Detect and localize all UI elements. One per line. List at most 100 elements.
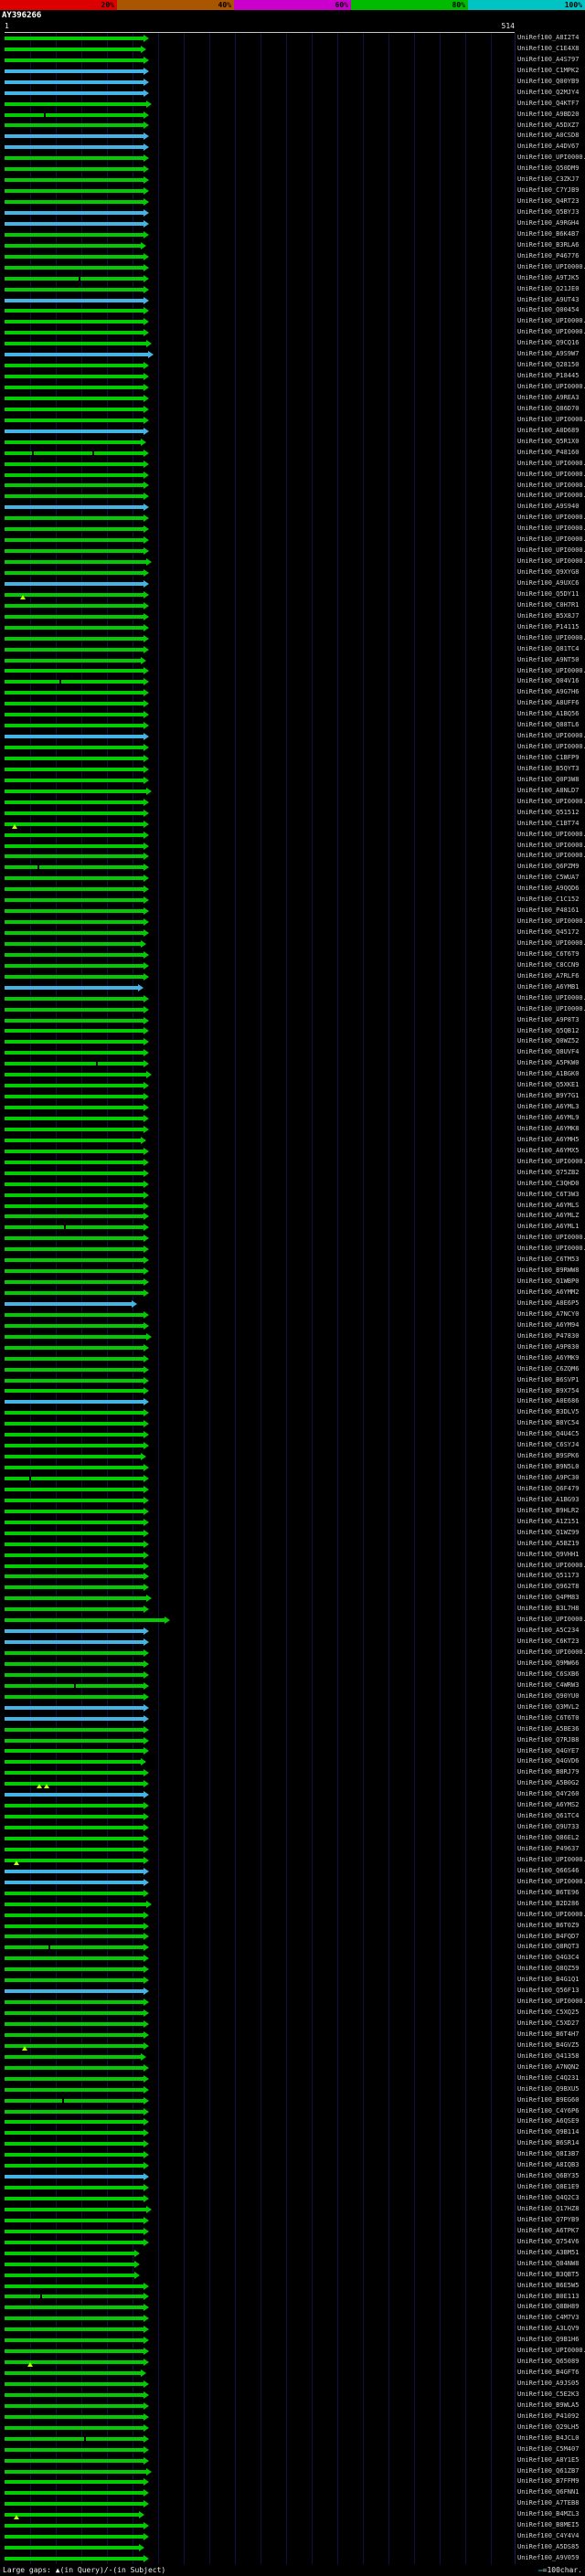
hit-label[interactable]: UniRef100_C4Y6P6: [517, 2106, 580, 2115]
hit-bar[interactable]: [5, 1651, 144, 1656]
hit-bar[interactable]: [5, 2360, 144, 2365]
hit-label[interactable]: UniRef100_C0H7R1: [517, 600, 580, 609]
hit-label[interactable]: UniRef100_A9PC30: [517, 1474, 580, 1482]
hit-label[interactable]: UniRef100_A9S9W7: [517, 350, 580, 358]
hit-bar[interactable]: [5, 691, 144, 695]
hit-label[interactable]: UniRef100_UPI0000...: [517, 743, 585, 751]
hit-bar[interactable]: [5, 2218, 144, 2222]
hit-label[interactable]: UniRef100_UPI0000...: [517, 852, 585, 860]
hit-bar[interactable]: [5, 375, 144, 379]
hit-bar[interactable]: [5, 952, 144, 957]
hit-bar[interactable]: [5, 112, 144, 117]
hit-bar[interactable]: [5, 353, 148, 357]
hit-label[interactable]: UniRef100_Q86D70: [517, 404, 580, 412]
hit-bar[interactable]: [5, 985, 138, 990]
hit-label[interactable]: UniRef100_C5WUA7: [517, 874, 580, 882]
hit-bar[interactable]: [5, 680, 144, 684]
hit-bar[interactable]: [5, 527, 144, 532]
hit-label[interactable]: UniRef100_C3QHD0: [517, 1179, 580, 1187]
hit-label[interactable]: UniRef100_A5DXZ7: [517, 121, 580, 129]
hit-label[interactable]: UniRef100_Q51512: [517, 808, 580, 816]
hit-bar[interactable]: [5, 178, 144, 183]
hit-label[interactable]: UniRef100_Q1WZ99: [517, 1528, 580, 1536]
hit-bar[interactable]: [5, 941, 142, 946]
hit-bar[interactable]: [5, 1924, 144, 1928]
hit-label[interactable]: UniRef100_B9Y7G1: [517, 1092, 580, 1100]
hit-bar[interactable]: [5, 2436, 144, 2441]
hit-bar[interactable]: [5, 221, 144, 226]
hit-bar[interactable]: [5, 1378, 144, 1383]
hit-label[interactable]: UniRef100_A6YML1: [517, 1223, 580, 1231]
hit-label[interactable]: UniRef100_A9S940: [517, 503, 580, 511]
hit-bar[interactable]: [5, 1607, 144, 1612]
hit-bar[interactable]: [5, 887, 144, 892]
hit-bar[interactable]: [5, 309, 144, 313]
hit-bar[interactable]: [5, 1771, 144, 1776]
hit-bar[interactable]: [5, 440, 142, 444]
hit-label[interactable]: UniRef100_A9NT50: [517, 655, 580, 663]
hit-bar[interactable]: [5, 1477, 144, 1480]
hit-label[interactable]: UniRef100_B9RWW8: [517, 1267, 580, 1275]
hit-label[interactable]: UniRef100_C1BFP9: [517, 754, 580, 762]
hit-bar[interactable]: [5, 1760, 142, 1765]
hit-label[interactable]: UniRef100_A0D689: [517, 426, 580, 434]
hit-label[interactable]: UniRef100_Q5R1X0: [517, 437, 580, 445]
hit-bar[interactable]: [5, 1236, 144, 1241]
hit-bar[interactable]: [5, 1749, 144, 1754]
hit-bar[interactable]: [5, 2229, 144, 2233]
hit-bar[interactable]: [5, 2032, 144, 2037]
hit-label[interactable]: UniRef100_Q5XKE1: [517, 1081, 580, 1089]
hit-bar[interactable]: [5, 1847, 144, 1851]
hit-bar[interactable]: [5, 1389, 144, 1394]
hit-bar[interactable]: [5, 1902, 146, 1906]
hit-bar[interactable]: [5, 2535, 144, 2539]
hit-bar[interactable]: [5, 1345, 144, 1350]
hit-label[interactable]: UniRef100_B6SVP1: [517, 1375, 580, 1383]
hit-bar[interactable]: [5, 1127, 144, 1131]
hit-bar[interactable]: [5, 1837, 144, 1840]
hit-label[interactable]: UniRef100_B0E113: [517, 2292, 580, 2300]
hit-label[interactable]: UniRef100_Q8RQT3: [517, 1943, 580, 1951]
hit-label[interactable]: UniRef100_A9G7H6: [517, 688, 580, 696]
hit-bar[interactable]: [5, 418, 144, 422]
hit-label[interactable]: UniRef100_C6T3W3: [517, 1190, 580, 1198]
hit-label[interactable]: UniRef100_UPI0000...: [517, 1234, 585, 1242]
hit-label[interactable]: UniRef100_B6TE96: [517, 1888, 580, 1896]
hit-label[interactable]: UniRef100_Q9CQ16: [517, 339, 580, 347]
hit-bar[interactable]: [5, 1367, 144, 1372]
hit-bar[interactable]: [5, 2403, 144, 2408]
hit-bar[interactable]: [5, 778, 144, 782]
hit-bar[interactable]: [5, 1433, 144, 1437]
hit-label[interactable]: UniRef100_UPI0000...: [517, 383, 585, 391]
hit-bar[interactable]: [5, 1738, 144, 1743]
hit-bar[interactable]: [5, 1258, 144, 1263]
hit-bar[interactable]: [5, 2076, 144, 2081]
hit-label[interactable]: UniRef100_Q1WBP0: [517, 1277, 580, 1286]
hit-label[interactable]: UniRef100_B4JCL0: [517, 2433, 580, 2442]
hit-bar[interactable]: [5, 1312, 144, 1317]
hit-bar[interactable]: [5, 1400, 144, 1405]
hit-label[interactable]: UniRef100_A9JS05: [517, 2380, 580, 2388]
hit-label[interactable]: UniRef100_A9TJK5: [517, 273, 580, 281]
hit-label[interactable]: UniRef100_B6T4H7: [517, 2030, 580, 2038]
hit-label[interactable]: UniRef100_UPI0000...: [517, 1877, 585, 1885]
hit-label[interactable]: UniRef100_B3DLV5: [517, 1408, 580, 1416]
hit-label[interactable]: UniRef100_UPI0000...: [517, 535, 585, 544]
hit-label[interactable]: UniRef100_A3LQV9: [517, 2325, 580, 2333]
hit-label[interactable]: UniRef100_C4M7V3: [517, 2314, 580, 2322]
hit-label[interactable]: UniRef100_UPI0000...: [517, 633, 585, 641]
hit-bar[interactable]: [5, 2011, 144, 2016]
hit-label[interactable]: UniRef100_B9EG60: [517, 2095, 580, 2104]
hit-label[interactable]: UniRef100_Q4Y260: [517, 1790, 580, 1798]
hit-bar[interactable]: [5, 47, 142, 51]
hit-bar[interactable]: [5, 647, 144, 652]
hit-bar[interactable]: [5, 724, 144, 728]
hit-bar[interactable]: [5, 1334, 146, 1339]
hit-label[interactable]: UniRef100_A3BM51: [517, 2248, 580, 2256]
hit-label[interactable]: UniRef100_UPI0000...: [517, 917, 585, 926]
hit-bar[interactable]: [5, 658, 142, 663]
hit-label[interactable]: UniRef100_UPI0000...: [517, 797, 585, 805]
hit-bar[interactable]: [5, 276, 144, 281]
hit-label[interactable]: UniRef100_A6YMM2: [517, 1288, 580, 1297]
hit-label[interactable]: UniRef100_B9X754: [517, 1386, 580, 1394]
